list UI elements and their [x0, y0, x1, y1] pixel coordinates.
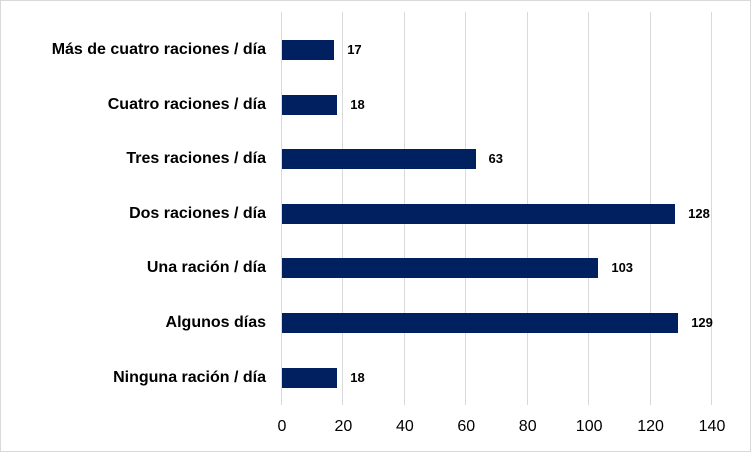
- data-label: 128: [688, 205, 710, 221]
- bar-row: Más de cuatro raciones / día 17: [0, 40, 751, 60]
- x-tick-label: 60: [457, 418, 476, 435]
- x-tick-label: 0: [277, 418, 287, 435]
- bar: [282, 313, 679, 333]
- category-label: Ninguna ración / día: [113, 368, 266, 386]
- bar: [282, 94, 338, 115]
- data-label: 18: [350, 96, 365, 112]
- bar: [282, 367, 338, 388]
- x-tick-label: 120: [637, 418, 664, 435]
- data-label: 63: [488, 151, 503, 167]
- x-tick-label: 40: [395, 418, 414, 435]
- bar-row: Dos raciones / día 128: [0, 203, 751, 224]
- data-label: 103: [611, 260, 634, 276]
- x-tick-label: 20: [334, 418, 353, 435]
- x-tick-label: 80: [518, 418, 537, 435]
- bar-row: Tres raciones / día 63: [0, 149, 751, 170]
- category-label: Dos raciones / día: [129, 204, 266, 222]
- bar: [282, 149, 476, 170]
- bar: [282, 203, 676, 224]
- bar: [282, 40, 335, 60]
- bar-row: Una ración / día 103: [0, 258, 751, 279]
- x-tick-label: 100: [575, 418, 603, 435]
- bar-row: Cuatro raciones / día 18: [0, 94, 751, 115]
- bar-row: Ninguna ración / día 18: [0, 367, 751, 388]
- bar-row: Algunos días 129: [0, 313, 751, 333]
- category-label: Más de cuatro raciones / día: [51, 41, 266, 58]
- data-label: 17: [347, 42, 362, 57]
- category-label: Una ración / día: [146, 259, 266, 277]
- x-tick-label: 140: [698, 418, 726, 435]
- category-label: Cuatro raciones / día: [107, 95, 266, 113]
- data-label: 129: [691, 315, 713, 330]
- data-label: 18: [350, 369, 365, 385]
- category-label: Algunos días: [165, 314, 266, 331]
- category-label: Tres raciones / día: [126, 150, 266, 168]
- gridline: [281, 12, 282, 405]
- gridline: [711, 12, 712, 405]
- bar: [282, 258, 599, 279]
